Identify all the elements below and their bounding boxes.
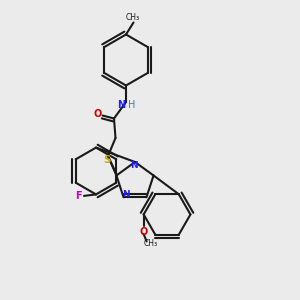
Text: O: O [93, 109, 101, 119]
Text: N: N [130, 161, 138, 170]
Text: N: N [117, 100, 126, 110]
Text: H: H [128, 100, 135, 110]
Text: F: F [75, 191, 82, 201]
Text: N: N [122, 190, 130, 200]
Text: CH₃: CH₃ [125, 14, 140, 22]
Text: CH₃: CH₃ [144, 239, 158, 248]
Text: S: S [103, 154, 110, 165]
Text: O: O [140, 227, 148, 237]
